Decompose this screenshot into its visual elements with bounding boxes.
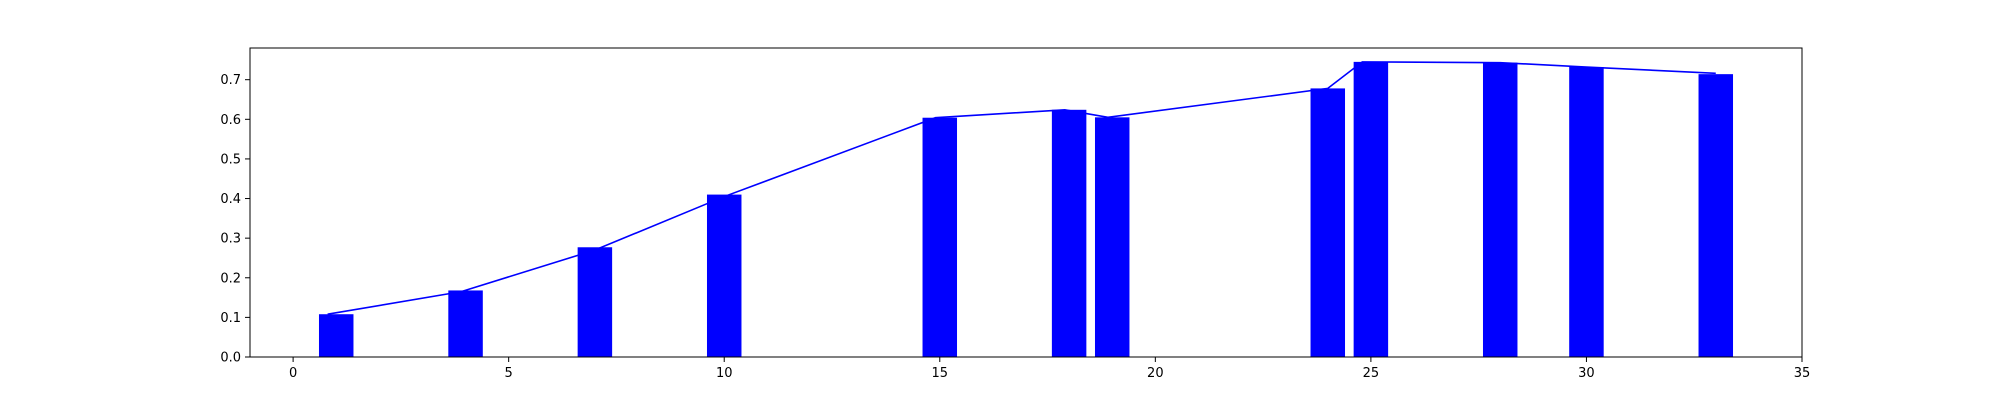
bar-7: [1310, 88, 1346, 357]
x-tick-label-1: 5: [505, 366, 513, 381]
y-tick-label-1: 0.1: [220, 311, 241, 326]
bar-5: [1051, 109, 1087, 357]
x-tick-label-2: 10: [716, 366, 733, 381]
x-tick-label-6: 30: [1578, 366, 1595, 381]
bar-3: [706, 194, 742, 357]
x-tick-label-0: 0: [289, 366, 297, 381]
y-tick-label-5: 0.5: [220, 152, 241, 167]
x-tick-label-7: 35: [1794, 366, 1811, 381]
series-line: [327, 61, 1716, 316]
series-line-group: [327, 61, 1716, 316]
axes-frame: [249, 47, 1803, 358]
y-tick-label-2: 0.2: [220, 271, 241, 286]
bar-8: [1353, 61, 1389, 358]
x-tick-label-5: 25: [1363, 366, 1380, 381]
x-tick-label-3: 15: [932, 366, 949, 381]
bar-4: [922, 117, 958, 357]
plot-area: [250, 48, 1802, 357]
y-tick-label-6: 0.6: [220, 113, 241, 128]
bar-10: [1569, 67, 1604, 358]
y-axis: 0.0 0.1 0.2 0.3 0.4 0.5 0.6 0.7: [220, 73, 250, 366]
bar-6: [1094, 117, 1130, 357]
bars-group: [318, 61, 1734, 358]
x-axis: 0 5 10 15 20 25 30 35: [289, 357, 1810, 381]
bar-0: [318, 314, 354, 357]
bar-9: [1482, 62, 1518, 357]
y-tick-label-4: 0.4: [220, 192, 241, 207]
bar-2: [577, 247, 613, 357]
x-tick-label-4: 20: [1147, 366, 1164, 381]
bar-1: [448, 290, 483, 357]
bar-11: [1698, 74, 1734, 358]
y-tick-label-0: 0.0: [220, 351, 241, 366]
y-tick-label-3: 0.3: [220, 232, 241, 247]
y-tick-label-7: 0.7: [220, 73, 241, 88]
